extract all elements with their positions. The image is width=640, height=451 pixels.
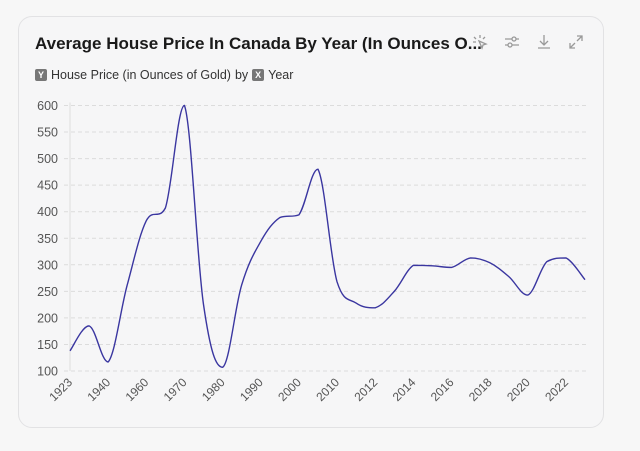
data-point [449, 265, 453, 269]
y-field-label: House Price (in Ounces of Gold) [51, 68, 231, 82]
x-tick-label: 1970 [161, 375, 190, 404]
data-point [144, 219, 148, 223]
data-point [259, 239, 263, 243]
data-point [278, 216, 282, 220]
data-point [202, 303, 206, 307]
data-point [469, 256, 473, 260]
y-tick-label: 300 [37, 258, 58, 272]
chart-card: Average House Price In Canada By Year (I… [18, 16, 604, 428]
y-tick-label: 600 [37, 99, 58, 113]
y-tick-label: 150 [37, 338, 58, 352]
x-tick-label: 1940 [84, 375, 113, 404]
by-label: by [234, 68, 249, 82]
pointer-sparkle-icon[interactable] [471, 33, 489, 51]
download-icon[interactable] [535, 33, 553, 51]
x-tick-label: 2022 [542, 375, 571, 404]
data-point [316, 167, 320, 171]
data-point [430, 264, 434, 268]
data-point [106, 360, 110, 364]
data-point [68, 349, 72, 353]
x-tick-label: 2016 [428, 375, 457, 404]
x-tick-label: 1960 [123, 375, 152, 404]
data-point [564, 256, 568, 260]
data-point [373, 306, 377, 310]
data-point [163, 206, 167, 210]
x-tick-label: 2010 [313, 375, 342, 404]
x-tick-label: 2014 [390, 375, 419, 404]
data-point [507, 274, 511, 278]
x-axis-badge: X [252, 69, 265, 81]
y-tick-label: 550 [37, 126, 58, 140]
data-point [488, 261, 492, 265]
y-tick-label: 200 [37, 311, 58, 325]
chart-toolbar [471, 33, 585, 51]
chart-title: Average House Price In Canada By Year (I… [35, 34, 482, 53]
data-point [297, 213, 301, 217]
sliders-icon[interactable] [503, 33, 521, 51]
data-point [240, 283, 244, 287]
y-tick-label: 350 [37, 232, 58, 246]
expand-icon[interactable] [567, 33, 585, 51]
y-tick-label: 500 [37, 152, 58, 166]
data-point [545, 260, 549, 264]
series-line [69, 104, 586, 368]
y-axis-badge: Y [35, 69, 47, 81]
data-point [87, 324, 91, 328]
data-point [411, 263, 415, 267]
x-tick-label: 2012 [352, 375, 381, 404]
data-point [526, 293, 530, 297]
data-point [335, 280, 339, 284]
y-tick-label: 400 [37, 205, 58, 219]
x-field-label: Year [268, 68, 294, 82]
data-point [392, 289, 396, 293]
y-tick-label: 450 [37, 179, 58, 193]
x-tick-label: 1923 [46, 375, 75, 404]
y-tick-label: 100 [37, 365, 58, 379]
data-point [125, 283, 129, 287]
x-tick-label: 2018 [466, 375, 495, 404]
x-tick-label: 1980 [199, 375, 228, 404]
data-point [354, 301, 358, 305]
chart-subtitle: Y House Price (in Ounces of Gold) by X Y… [35, 68, 293, 82]
x-tick-label: 1990 [237, 375, 266, 404]
data-point [221, 365, 225, 369]
x-tick-label: 2000 [275, 375, 304, 404]
x-tick-label: 2020 [504, 375, 533, 404]
data-point [583, 278, 587, 282]
y-tick-label: 250 [37, 285, 58, 299]
data-point [182, 104, 186, 108]
